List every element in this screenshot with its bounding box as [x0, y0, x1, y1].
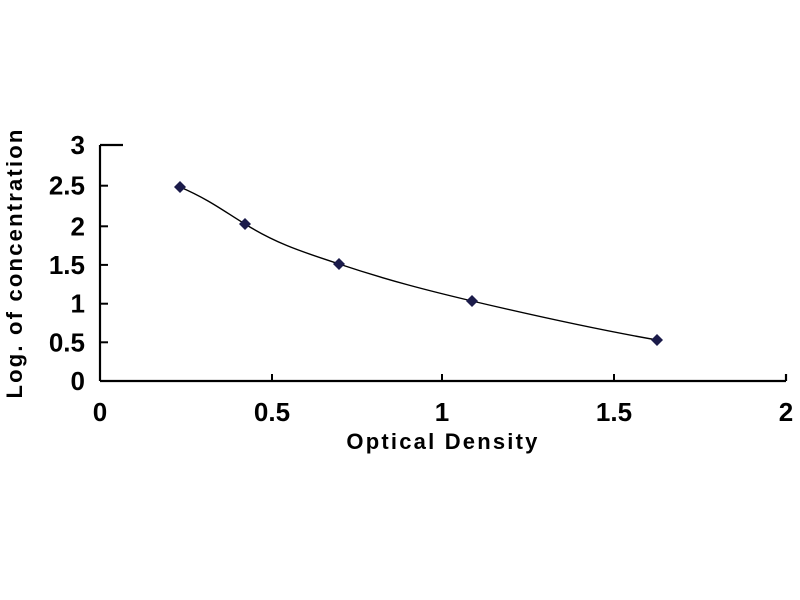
svg-text:3: 3 [71, 130, 85, 160]
svg-text:1: 1 [435, 397, 449, 427]
svg-text:2: 2 [71, 211, 85, 241]
svg-text:Log. of concentration: Log. of concentration [2, 127, 27, 398]
svg-text:0.5: 0.5 [49, 327, 85, 357]
svg-text:0: 0 [71, 366, 85, 396]
svg-text:2: 2 [779, 397, 793, 427]
svg-text:Optical Density: Optical Density [346, 429, 539, 454]
svg-text:0: 0 [93, 397, 107, 427]
svg-text:1: 1 [71, 289, 85, 319]
svg-text:1.5: 1.5 [49, 250, 85, 280]
svg-text:2.5: 2.5 [49, 171, 85, 201]
svg-text:1.5: 1.5 [596, 397, 632, 427]
svg-text:0.5: 0.5 [254, 397, 290, 427]
